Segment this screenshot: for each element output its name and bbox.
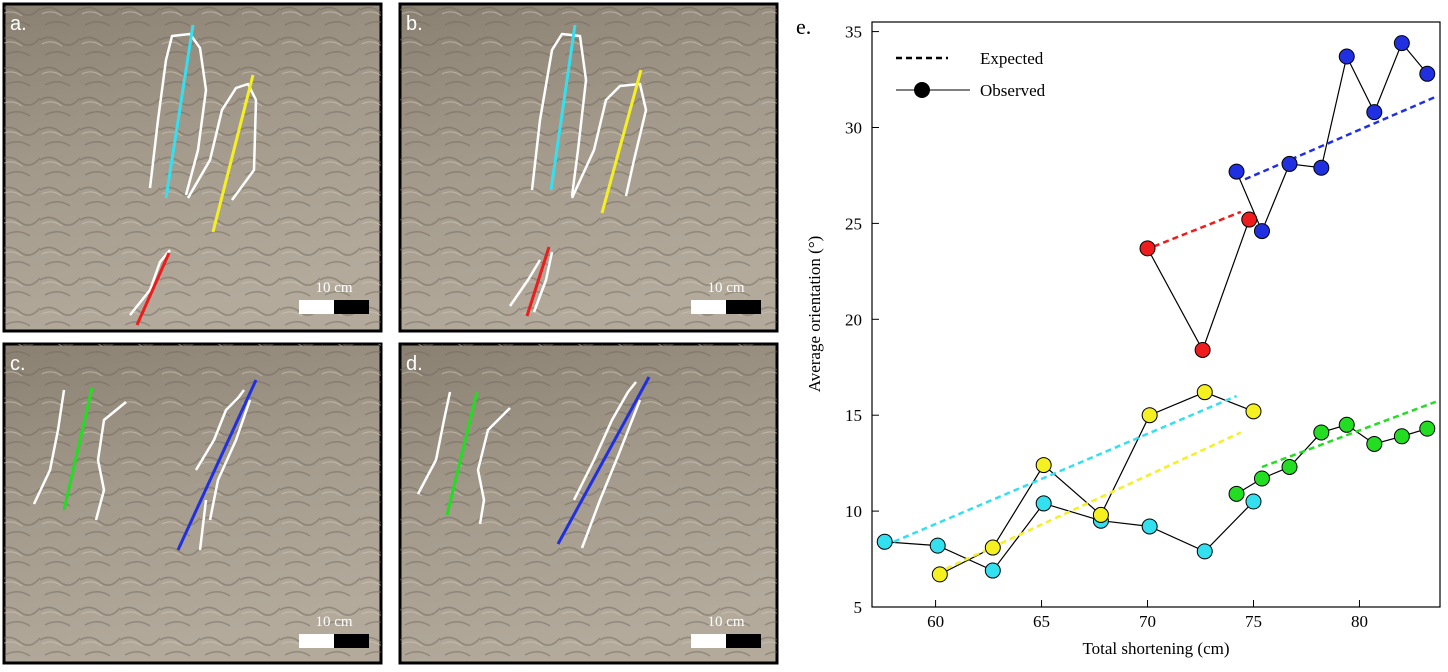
y-tick-label: 25 bbox=[845, 214, 862, 233]
data-point bbox=[1253, 223, 1270, 240]
y-tick-label: 35 bbox=[845, 23, 862, 42]
photo-a: a. 10 cm bbox=[2, 2, 383, 333]
expected-line bbox=[1261, 400, 1437, 469]
x-axis-label: Total shortening (cm) bbox=[1082, 639, 1229, 658]
data-point bbox=[1393, 35, 1410, 52]
data-point bbox=[1139, 240, 1156, 257]
photo-c: c. 10 cm bbox=[2, 342, 383, 665]
data-point bbox=[1035, 495, 1052, 512]
panel-label: d. bbox=[406, 353, 423, 375]
data-point bbox=[929, 537, 946, 554]
legend-label: Observed bbox=[980, 81, 1046, 100]
data-point bbox=[1141, 407, 1158, 424]
data-point bbox=[1281, 458, 1298, 475]
legend-key bbox=[914, 82, 930, 98]
x-tick-label: 65 bbox=[1033, 612, 1050, 631]
data-point bbox=[1366, 104, 1383, 121]
expected-line bbox=[1153, 210, 1242, 248]
scale-label: 10 cm bbox=[707, 614, 744, 630]
data-point bbox=[1141, 518, 1158, 535]
observed-line bbox=[1146, 219, 1250, 352]
photo-b: b. 10 cm bbox=[398, 2, 779, 333]
y-tick-label: 5 bbox=[854, 598, 863, 617]
data-point bbox=[1194, 341, 1211, 358]
expected-line bbox=[884, 394, 1238, 547]
scale-label: 10 cm bbox=[315, 614, 352, 630]
scale-label: 10 cm bbox=[315, 280, 352, 296]
x-tick-label: 70 bbox=[1139, 612, 1156, 631]
data-point bbox=[984, 562, 1001, 579]
data-point bbox=[1419, 420, 1436, 437]
data-point bbox=[1393, 428, 1410, 445]
scale-label: 10 cm bbox=[707, 280, 744, 296]
data-point bbox=[1366, 435, 1383, 452]
data-point bbox=[1245, 493, 1262, 510]
data-point bbox=[1241, 211, 1258, 228]
plot-frame bbox=[871, 21, 1441, 608]
photo-d: d. 10 cm bbox=[398, 342, 779, 665]
data-point bbox=[1035, 457, 1052, 474]
data-point bbox=[1338, 48, 1355, 65]
legend-label: Expected bbox=[980, 49, 1044, 68]
chart-title: e. bbox=[796, 14, 811, 39]
data-point bbox=[1338, 416, 1355, 433]
data-point bbox=[1228, 163, 1245, 180]
y-axis-label: Average orientation (°) bbox=[805, 236, 824, 393]
data-point bbox=[1313, 159, 1330, 176]
observed-line bbox=[884, 501, 1254, 572]
y-tick-label: 20 bbox=[845, 310, 862, 329]
data-point bbox=[1092, 506, 1109, 523]
data-point bbox=[1228, 485, 1245, 502]
data-point bbox=[1196, 543, 1213, 560]
data-point bbox=[1313, 424, 1330, 441]
y-tick-label: 10 bbox=[845, 502, 862, 521]
x-tick-label: 60 bbox=[927, 612, 944, 631]
panel-label: a. bbox=[10, 13, 27, 35]
data-point bbox=[1245, 403, 1262, 420]
data-point bbox=[1281, 155, 1298, 172]
x-tick-label: 80 bbox=[1351, 612, 1368, 631]
y-tick-label: 30 bbox=[845, 118, 862, 137]
data-point bbox=[1253, 470, 1270, 487]
observed-line bbox=[1235, 41, 1428, 233]
data-point bbox=[931, 566, 948, 583]
data-point bbox=[1196, 384, 1213, 401]
data-point bbox=[1419, 65, 1436, 82]
panel-label: b. bbox=[406, 13, 423, 35]
data-point bbox=[984, 539, 1001, 556]
data-point bbox=[876, 533, 893, 550]
x-tick-label: 75 bbox=[1245, 612, 1262, 631]
y-tick-label: 15 bbox=[845, 406, 862, 425]
panel-label: c. bbox=[10, 353, 26, 375]
expected-line bbox=[1244, 95, 1437, 181]
